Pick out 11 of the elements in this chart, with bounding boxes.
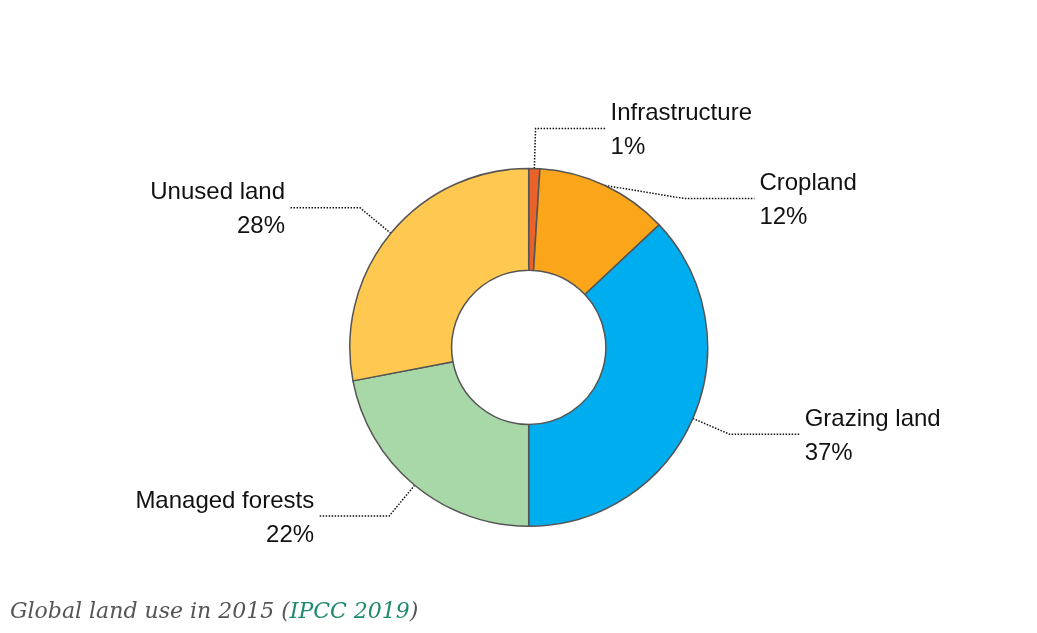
data-label: 37% (804, 437, 853, 465)
data-label: 1% (610, 132, 646, 160)
slice-label: Unused land (150, 177, 286, 205)
slice-label: Cropland (759, 168, 857, 196)
slice-label: Grazing land (804, 403, 941, 431)
text: Global land use in 2015 (IPCC 2019) (10, 597, 419, 623)
data-label: 12% (759, 202, 808, 230)
slice-label: Managed forests (135, 485, 315, 513)
data-label: 22% (266, 519, 315, 547)
data-label: 28% (236, 211, 286, 239)
slice-label: Infrastructure (610, 98, 752, 126)
